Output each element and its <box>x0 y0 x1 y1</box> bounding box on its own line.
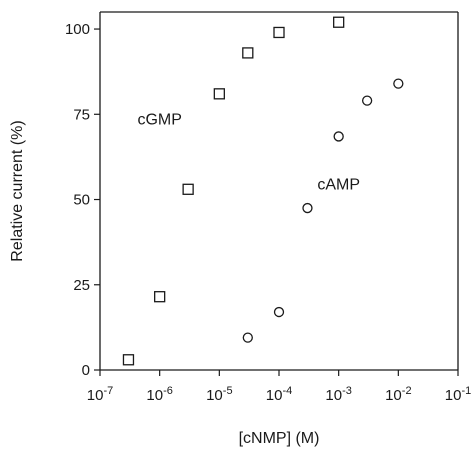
camp-point <box>302 202 313 214</box>
x-tick-base: 10 <box>266 387 283 404</box>
x-tick-label: 10-5 <box>206 385 232 404</box>
cgmp-point <box>333 16 345 28</box>
x-tick-label: 10-6 <box>146 385 172 404</box>
x-tick-base: 10 <box>206 387 223 404</box>
cgmp-point <box>242 47 254 59</box>
camp-point <box>273 306 285 318</box>
y-tick-label: 25 <box>73 277 90 294</box>
cgmp-point <box>154 291 166 303</box>
x-tick-base: 10 <box>385 387 402 404</box>
y-tick-label: 50 <box>73 192 90 209</box>
x-tick-exponent: -4 <box>282 385 292 397</box>
y-tick-label: 0 <box>82 362 90 379</box>
cgmp-series-label: cGMP <box>137 112 181 129</box>
x-tick-label: 10-3 <box>325 385 351 404</box>
series-labels: cGMP cAMP <box>137 112 360 194</box>
cgmp-point <box>273 26 285 39</box>
x-axis-title: [cNMP] (M) <box>239 430 320 447</box>
x-tick-label: 10-2 <box>385 385 411 404</box>
cgmp-point <box>182 183 194 195</box>
x-tick-label: 10-4 <box>266 385 292 404</box>
y-axis-title: Relative current (%) <box>9 120 26 261</box>
data-points <box>122 16 404 366</box>
x-tick-exponent: -2 <box>402 385 412 397</box>
y-tick-label: 75 <box>73 106 90 123</box>
camp-point <box>393 78 404 89</box>
cgmp-point <box>122 354 135 366</box>
y-tick-label: 100 <box>65 21 90 38</box>
x-tick-base: 10 <box>325 387 342 404</box>
x-tick-exponent: -3 <box>342 385 352 397</box>
camp-series-label: cAMP <box>317 176 360 193</box>
x-tick-base: 10 <box>146 387 163 404</box>
x-tick-label: 10-1 <box>445 385 471 404</box>
x-tick-exponent: -7 <box>103 385 113 397</box>
x-tick-exponent: -6 <box>163 385 173 397</box>
x-tick-base: 10 <box>87 387 104 404</box>
x-tick-exponent: -1 <box>461 385 471 397</box>
x-tick-label: 10-7 <box>87 385 113 404</box>
camp-point <box>242 332 253 343</box>
camp-point <box>333 131 344 142</box>
x-tick-base: 10 <box>445 387 462 404</box>
camp-point <box>361 95 373 106</box>
cgmp-point <box>213 88 225 100</box>
x-tick-exponent: -5 <box>223 385 233 397</box>
